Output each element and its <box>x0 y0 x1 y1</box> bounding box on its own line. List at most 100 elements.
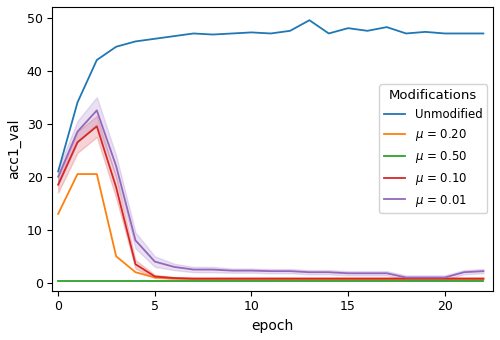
Unmodified <box>210 33 216 37</box>
$\mu$ = 0.50 <box>461 279 467 283</box>
$\mu$ = 0.01 <box>442 275 448 279</box>
Unmodified <box>461 31 467 35</box>
$\mu$ = 0.10 <box>248 276 254 280</box>
$\mu$ = 0.50 <box>171 279 177 283</box>
$\mu$ = 0.50 <box>422 279 428 283</box>
$\mu$ = 0.10 <box>74 140 80 144</box>
$\mu$ = 0.50 <box>132 279 138 283</box>
Unmodified <box>384 25 390 29</box>
Unmodified <box>345 26 351 30</box>
$\mu$ = 0.10 <box>326 276 332 280</box>
Line: $\mu$ = 0.20: $\mu$ = 0.20 <box>58 174 484 279</box>
Unmodified <box>403 31 409 35</box>
$\mu$ = 0.20 <box>132 270 138 274</box>
Y-axis label: acc1_val: acc1_val <box>7 119 21 179</box>
$\mu$ = 0.20 <box>345 277 351 281</box>
$\mu$ = 0.50 <box>55 279 61 283</box>
Unmodified <box>442 31 448 35</box>
$\mu$ = 0.10 <box>132 262 138 266</box>
$\mu$ = 0.10 <box>171 276 177 280</box>
$\mu$ = 0.10 <box>94 124 100 129</box>
Unmodified <box>74 100 80 104</box>
$\mu$ = 0.20 <box>480 277 486 281</box>
$\mu$ = 0.01 <box>422 275 428 279</box>
$\mu$ = 0.50 <box>306 279 312 283</box>
$\mu$ = 0.01 <box>384 271 390 275</box>
$\mu$ = 0.01 <box>345 271 351 275</box>
$\mu$ = 0.01 <box>326 270 332 274</box>
X-axis label: epoch: epoch <box>252 319 294 333</box>
Unmodified <box>306 18 312 22</box>
$\mu$ = 0.50 <box>442 279 448 283</box>
$\mu$ = 0.10 <box>384 276 390 280</box>
$\mu$ = 0.20 <box>422 277 428 281</box>
$\mu$ = 0.20 <box>306 277 312 281</box>
$\mu$ = 0.01 <box>248 269 254 273</box>
$\mu$ = 0.01 <box>287 269 293 273</box>
$\mu$ = 0.10 <box>113 185 119 189</box>
$\mu$ = 0.10 <box>287 276 293 280</box>
$\mu$ = 0.10 <box>306 276 312 280</box>
$\mu$ = 0.50 <box>94 279 100 283</box>
$\mu$ = 0.10 <box>152 274 158 278</box>
$\mu$ = 0.10 <box>210 276 216 280</box>
$\mu$ = 0.50 <box>384 279 390 283</box>
$\mu$ = 0.50 <box>210 279 216 283</box>
$\mu$ = 0.50 <box>268 279 274 283</box>
Unmodified <box>229 31 235 35</box>
$\mu$ = 0.20 <box>268 277 274 281</box>
$\mu$ = 0.10 <box>55 183 61 187</box>
$\mu$ = 0.20 <box>364 277 370 281</box>
$\mu$ = 0.20 <box>113 254 119 258</box>
$\mu$ = 0.50 <box>403 279 409 283</box>
$\mu$ = 0.01 <box>480 269 486 273</box>
Unmodified <box>422 30 428 34</box>
Unmodified <box>480 31 486 35</box>
$\mu$ = 0.01 <box>364 271 370 275</box>
$\mu$ = 0.01 <box>461 270 467 274</box>
$\mu$ = 0.01 <box>94 108 100 113</box>
$\mu$ = 0.10 <box>190 276 196 280</box>
$\mu$ = 0.01 <box>210 268 216 272</box>
Line: $\mu$ = 0.10: $\mu$ = 0.10 <box>58 126 484 278</box>
$\mu$ = 0.50 <box>248 279 254 283</box>
$\mu$ = 0.50 <box>152 279 158 283</box>
$\mu$ = 0.01 <box>132 238 138 242</box>
$\mu$ = 0.01 <box>268 269 274 273</box>
$\mu$ = 0.50 <box>364 279 370 283</box>
Unmodified <box>326 31 332 35</box>
$\mu$ = 0.10 <box>403 276 409 280</box>
Unmodified <box>94 58 100 62</box>
Unmodified <box>190 31 196 35</box>
Unmodified <box>55 169 61 173</box>
Unmodified <box>248 30 254 34</box>
$\mu$ = 0.20 <box>442 277 448 281</box>
$\mu$ = 0.10 <box>422 276 428 280</box>
$\mu$ = 0.10 <box>442 276 448 280</box>
$\mu$ = 0.20 <box>248 277 254 281</box>
$\mu$ = 0.50 <box>287 279 293 283</box>
Line: $\mu$ = 0.01: $\mu$ = 0.01 <box>58 110 484 277</box>
$\mu$ = 0.01 <box>190 268 196 272</box>
$\mu$ = 0.20 <box>74 172 80 176</box>
$\mu$ = 0.20 <box>94 172 100 176</box>
$\mu$ = 0.10 <box>480 276 486 280</box>
$\mu$ = 0.01 <box>55 175 61 179</box>
$\mu$ = 0.10 <box>461 276 467 280</box>
$\mu$ = 0.20 <box>384 277 390 281</box>
Unmodified <box>171 34 177 38</box>
$\mu$ = 0.20 <box>229 277 235 281</box>
$\mu$ = 0.01 <box>152 259 158 264</box>
$\mu$ = 0.20 <box>210 277 216 281</box>
$\mu$ = 0.20 <box>403 277 409 281</box>
$\mu$ = 0.01 <box>113 164 119 168</box>
$\mu$ = 0.50 <box>345 279 351 283</box>
$\mu$ = 0.10 <box>345 276 351 280</box>
Unmodified <box>132 39 138 44</box>
Unmodified <box>152 37 158 41</box>
$\mu$ = 0.20 <box>461 277 467 281</box>
Unmodified <box>113 45 119 49</box>
$\mu$ = 0.01 <box>171 265 177 269</box>
$\mu$ = 0.20 <box>171 276 177 280</box>
$\mu$ = 0.01 <box>74 130 80 134</box>
